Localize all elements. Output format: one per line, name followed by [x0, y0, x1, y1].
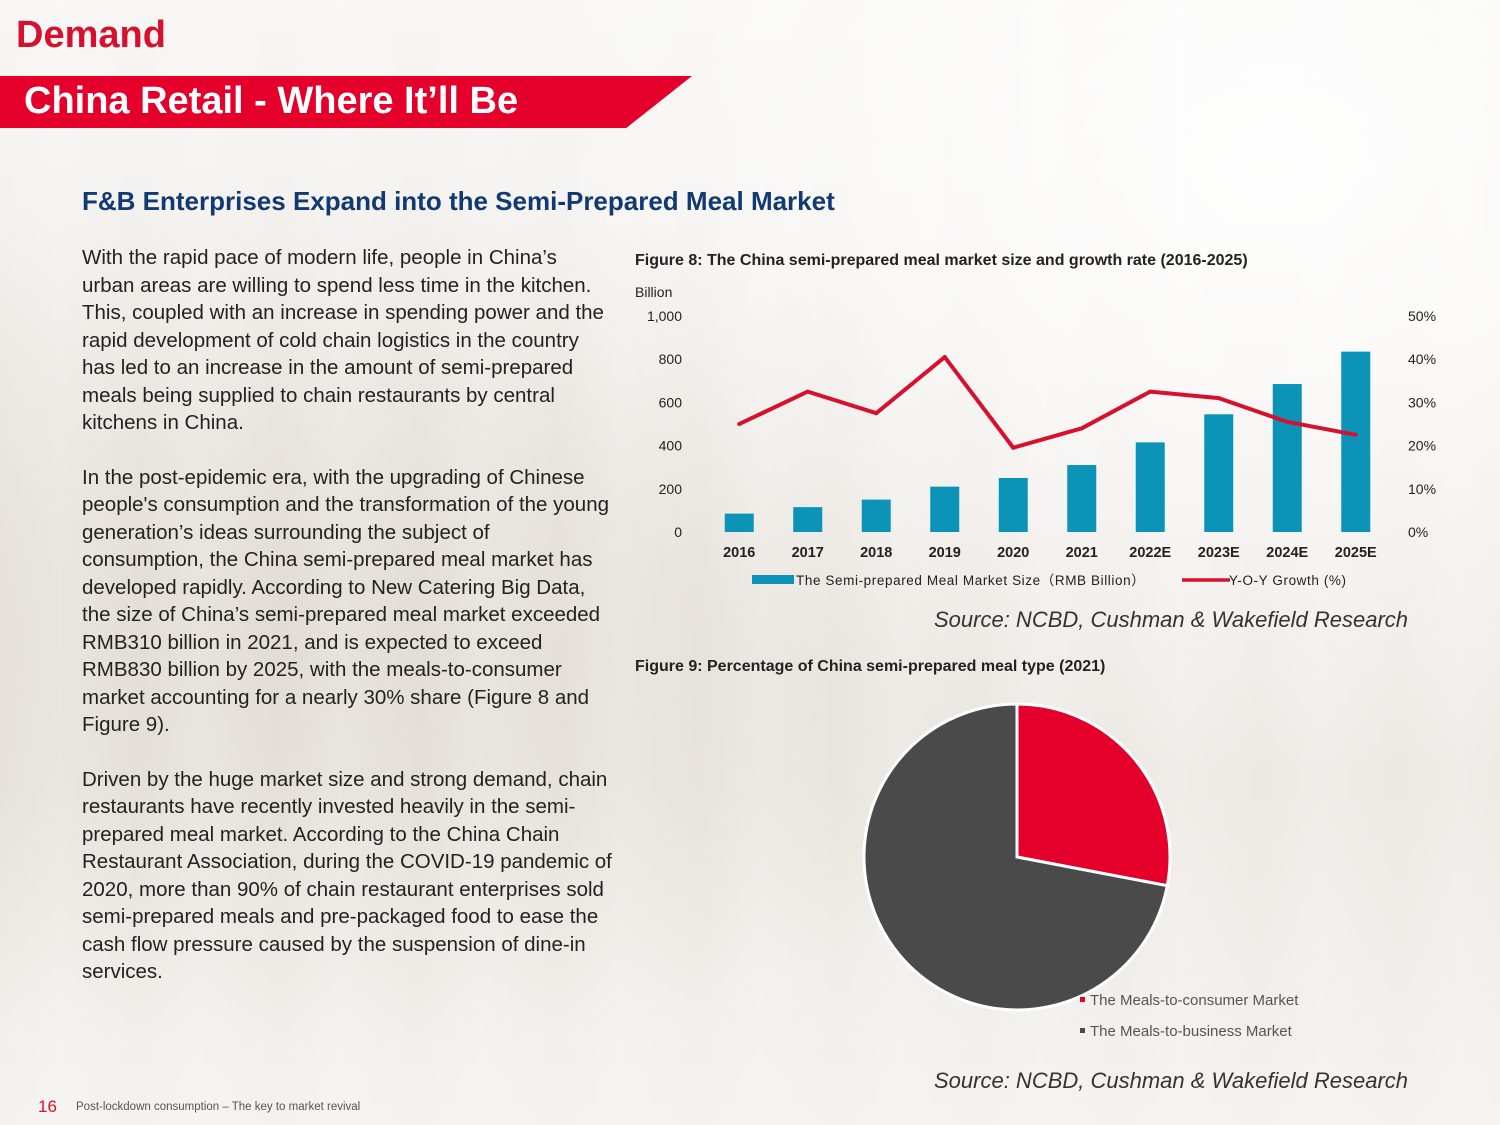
x-tick-label: 2024E [1266, 545, 1308, 561]
page-number: 16 [38, 1097, 57, 1116]
growth-point-2025E [1353, 432, 1358, 437]
legend-label-1: The Meals-to-consumer Market [1090, 992, 1299, 1009]
growth-point-2024E [1285, 419, 1290, 424]
y-tick-label: 800 [659, 351, 683, 367]
growth-point-2022E [1148, 389, 1153, 394]
pie-slice-2 [862, 702, 1170, 1012]
body-paragraph-2: In the post-epidemic era, with the upgra… [82, 465, 610, 737]
y-tick-label: 200 [659, 481, 683, 497]
bar-2017 [793, 507, 823, 532]
legend-swatch-1 [1080, 997, 1085, 1002]
x-tick-label: 2022E [1129, 545, 1171, 561]
bar-2020 [998, 478, 1028, 532]
growth-point-2016 [737, 422, 742, 426]
figure9-title: Figure 9: Percentage of China semi-prepa… [635, 658, 1106, 675]
figure8-source: Source: NCBD, Cushman & Wakefield Resear… [934, 607, 1409, 632]
footer-text: Post-lockdown consumption – The key to m… [76, 1101, 361, 1113]
bar-2016 [724, 513, 754, 532]
section-label: Demand [16, 14, 166, 56]
growth-point-2023E [1216, 396, 1221, 401]
y-axis-label: Billion [635, 284, 672, 300]
y-tick-label: 1,000 [647, 308, 682, 324]
bar-2018 [861, 499, 891, 532]
x-tick-label: 2025E [1335, 545, 1377, 561]
growth-point-2020 [1011, 445, 1016, 450]
figure9-source: Source: NCBD, Cushman & Wakefield Resear… [934, 1068, 1409, 1093]
x-tick-label: 2020 [997, 545, 1029, 561]
y2-tick-label: 10% [1408, 481, 1436, 497]
bar-2021 [1067, 465, 1097, 532]
y2-tick-label: 40% [1408, 351, 1436, 367]
growth-point-2021 [1079, 426, 1084, 431]
pie-slice-1 [1015, 702, 1172, 888]
y2-tick-label: 0% [1408, 524, 1428, 540]
legend-label-2: The Meals-to-business Market [1090, 1023, 1293, 1040]
bar-2023E [1204, 414, 1234, 532]
body-paragraph-3: Driven by the huge market size and stron… [82, 767, 612, 984]
figure9-chart: The Meals-to-consumer Market The Meals-to… [862, 702, 1299, 1040]
y-tick-label: 400 [659, 438, 683, 454]
bar-2024E [1272, 384, 1302, 532]
x-tick-label: 2023E [1198, 545, 1240, 561]
growth-point-2019 [942, 355, 947, 360]
y2-tick-label: 20% [1408, 438, 1436, 454]
bar-2025E [1341, 351, 1371, 532]
legend-bar-swatch [752, 575, 794, 584]
bar-2022E [1135, 442, 1165, 532]
body-paragraph-1: With the rapid pace of modern life, peop… [82, 246, 604, 434]
y-tick-label: 0 [674, 524, 682, 540]
legend-bar-label: The Semi-prepared Meal Market Size（RMB B… [796, 573, 1145, 588]
growth-point-2017 [805, 389, 810, 394]
x-tick-label: 2016 [723, 545, 755, 561]
y2-tick-label: 50% [1408, 308, 1436, 324]
title-banner [0, 76, 692, 128]
x-tick-label: 2018 [860, 545, 892, 561]
x-tick-label: 2021 [1066, 545, 1098, 561]
x-tick-label: 2019 [929, 545, 961, 561]
article-heading: F&B Enterprises Expand into the Semi-Pre… [82, 186, 835, 216]
growth-line [738, 355, 1357, 450]
y2-tick-label: 30% [1408, 394, 1436, 410]
figure8-chart: Billion 0 200 400 600 800 1,000 0% 10% 20% 30% 40% 5… [635, 284, 1436, 588]
growth-point-2018 [874, 411, 879, 416]
page-title: China Retail - Where It’ll Be [24, 80, 519, 122]
article-body: With the rapid pace of modern life, peop… [82, 244, 612, 1013]
y-tick-label: 600 [659, 394, 683, 410]
legend-line-label: Y-O-Y Growth (%) [1229, 573, 1347, 588]
figure8-title: Figure 8: The China semi-prepared meal m… [635, 252, 1248, 269]
x-tick-label: 2017 [792, 545, 824, 561]
legend-swatch-2 [1080, 1028, 1085, 1033]
bar-2019 [930, 486, 960, 532]
